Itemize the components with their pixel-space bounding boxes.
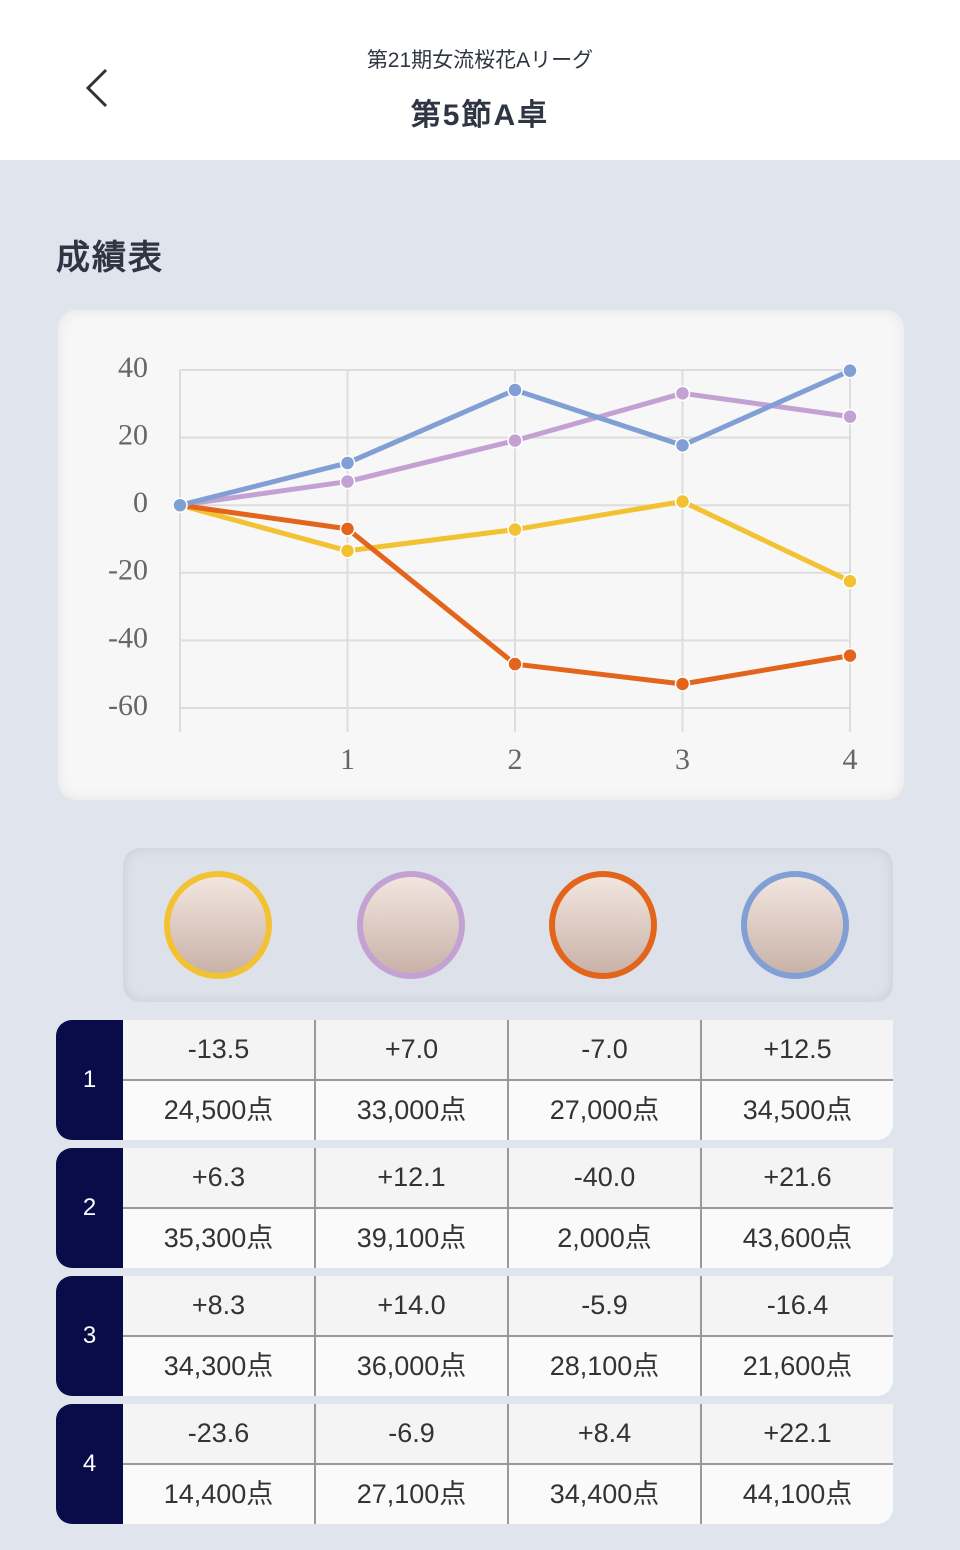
score-delta: -40.0: [509, 1148, 700, 1209]
table-cell: +21.6 43,600点: [700, 1148, 893, 1268]
row-label: 3: [56, 1276, 123, 1396]
row-label: 1: [56, 1020, 123, 1140]
avatar[interactable]: [741, 871, 849, 979]
score-points: 33,000点: [356, 1095, 467, 1125]
data-point: [674, 493, 691, 510]
data-point: [339, 543, 356, 559]
score-delta: +22.1: [702, 1404, 893, 1465]
table-cell: +22.1 44,100点: [700, 1404, 893, 1524]
table-row: 1 -13.5 24,500点 +7.0 33,000点 -7.0 27,000点 +12.5…: [56, 1020, 894, 1140]
data-point: [339, 473, 356, 490]
section-title: 成績表: [56, 239, 164, 277]
table-cell: +7.0 33,000点: [314, 1020, 507, 1140]
score-points: 27,100点: [356, 1479, 467, 1509]
table-cell: -7.0 27,000点: [507, 1020, 700, 1140]
table-cell: -5.9 28,100点: [507, 1276, 700, 1396]
score-delta: -7.0: [509, 1020, 700, 1081]
score-points: 44,100点: [742, 1479, 853, 1509]
back-button[interactable]: [80, 64, 120, 112]
data-point: [842, 647, 858, 664]
table-cell: +8.4 34,400点: [507, 1404, 700, 1524]
chart-card: -60 -40 -20 0 20 40 1 2 3 4: [58, 310, 904, 800]
data-point: [842, 362, 858, 379]
score-delta: +7.0: [316, 1020, 507, 1081]
score-delta: -5.9: [509, 1276, 700, 1337]
score-delta: +14.0: [316, 1276, 507, 1337]
y-tick-label: 0: [133, 486, 148, 519]
score-points: 14,400点: [163, 1479, 274, 1509]
score-points: 34,500点: [742, 1095, 853, 1125]
avatar[interactable]: [357, 871, 465, 979]
score-points: 21,600点: [742, 1351, 853, 1381]
table-cell: -40.0 2,000点: [507, 1148, 700, 1268]
avatar[interactable]: [549, 871, 657, 979]
header-title: 第5節A卓: [410, 99, 550, 132]
data-point: [339, 521, 356, 537]
data-point: [507, 656, 523, 672]
table-row: 2 +6.3 35,300点 +12.1 39,100点 -40.0 2,000点 +21.6…: [56, 1148, 894, 1268]
row-label: 2: [56, 1148, 123, 1268]
score-points: 34,300点: [163, 1351, 274, 1381]
table-cell: -23.6 14,400点: [123, 1404, 314, 1524]
score-delta: -16.4: [702, 1276, 893, 1337]
data-point: [507, 382, 523, 398]
score-points: 43,600点: [742, 1223, 853, 1253]
x-tick-label: 4: [843, 743, 858, 776]
x-tick-label: 1: [340, 743, 355, 776]
table-cell: -16.4 21,600点: [700, 1276, 893, 1396]
row-label: 4: [56, 1404, 123, 1524]
y-tick-label: 40: [118, 351, 148, 384]
score-delta: +12.5: [702, 1020, 893, 1081]
score-delta: -13.5: [123, 1020, 314, 1081]
score-delta: -23.6: [123, 1404, 314, 1465]
score-points: 39,100点: [356, 1223, 467, 1253]
score-delta: +8.3: [123, 1276, 314, 1337]
data-point: [674, 385, 691, 402]
table-row: 3 +8.3 34,300点 +14.0 36,000点 -5.9 28,100点 -16.4…: [56, 1276, 894, 1396]
data-point: [674, 676, 691, 692]
score-points: 27,000点: [549, 1095, 660, 1125]
table-row: 4 -23.6 14,400点 -6.9 27,100点 +8.4 34,400点 +22.1…: [56, 1404, 894, 1524]
y-tick-label: 20: [118, 418, 148, 451]
score-points: 36,000点: [356, 1351, 467, 1381]
score-delta: +8.4: [509, 1404, 700, 1465]
table-cell: -6.9 27,100点: [314, 1404, 507, 1524]
y-tick-label: -40: [108, 621, 148, 654]
data-point: [339, 455, 356, 471]
y-tick-label: -20: [108, 554, 148, 587]
score-points: 34,400点: [549, 1479, 660, 1509]
data-point: [674, 437, 691, 454]
table-cell: +14.0 36,000点: [314, 1276, 507, 1396]
table-cell: -13.5 24,500点: [123, 1020, 314, 1140]
chart: -60 -40 -20 0 20 40 1 2 3 4: [108, 351, 858, 776]
data-point: [842, 408, 858, 425]
score-points: 28,100点: [549, 1351, 660, 1381]
table-cell: +12.1 39,100点: [314, 1148, 507, 1268]
table-cell: +6.3 35,300点: [123, 1148, 314, 1268]
score-delta: +6.3: [123, 1148, 314, 1209]
score-delta: +21.6: [702, 1148, 893, 1209]
y-tick-label: -60: [108, 689, 148, 722]
score-points: 35,300点: [163, 1223, 274, 1253]
x-tick-label: 2: [508, 743, 523, 776]
x-tick-label: 3: [675, 743, 690, 776]
data-point: [507, 432, 523, 449]
avatar[interactable]: [164, 871, 272, 979]
header: 第21期女流桜花Aリーグ 第5節A卓: [0, 0, 960, 160]
data-point: [842, 573, 858, 589]
score-points: 2,000点: [557, 1223, 652, 1253]
table-cell: +12.5 34,500点: [700, 1020, 893, 1140]
table-cell: +8.3 34,300点: [123, 1276, 314, 1396]
header-subtitle: 第21期女流桜花Aリーグ: [366, 49, 594, 72]
data-point: [507, 521, 523, 538]
player-strip: [123, 848, 893, 1002]
score-delta: -6.9: [316, 1404, 507, 1465]
score-delta: +12.1: [316, 1148, 507, 1209]
score-points: 24,500点: [163, 1095, 274, 1125]
data-point: [172, 497, 188, 513]
